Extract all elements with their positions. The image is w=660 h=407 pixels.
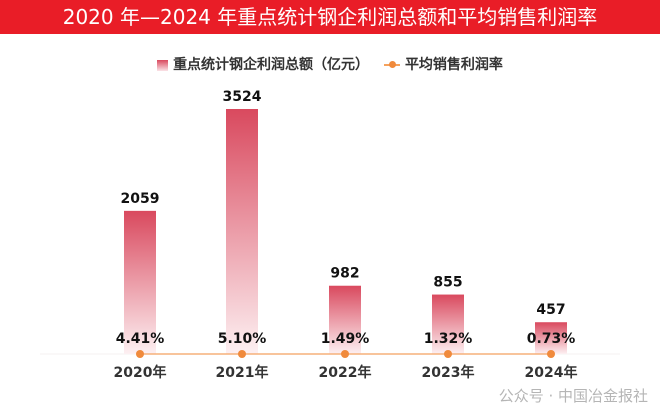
- bar-value-label: 3524: [223, 89, 262, 105]
- x-tick-label: 2023年: [422, 364, 475, 381]
- bar-value-label: 982: [330, 266, 359, 282]
- line-value-label: 1.49%: [321, 331, 370, 347]
- bar: [124, 210, 156, 354]
- legend-bar-swatch: [157, 59, 169, 71]
- bar: [535, 322, 567, 354]
- line-point: [444, 350, 452, 358]
- line-point: [341, 350, 349, 358]
- legend-bar-label: 重点统计钢企利润总额（亿元）: [173, 57, 370, 73]
- legend: 重点统计钢企利润总额（亿元） 平均销售利润率: [0, 54, 660, 74]
- watermark: 公众号 · 中国冶金报社: [498, 387, 648, 405]
- bar: [226, 109, 258, 354]
- bar-value-label: 855: [433, 275, 462, 291]
- legend-line-label: 平均销售利润率: [404, 57, 503, 73]
- line-value-label: 1.32%: [424, 331, 473, 347]
- line-point: [136, 350, 144, 358]
- x-tick-label: 2022年: [319, 364, 372, 381]
- bar: [329, 285, 361, 354]
- bar-value-label: 2059: [121, 191, 160, 207]
- line-point: [547, 350, 555, 358]
- line-value-label: 0.73%: [527, 331, 576, 347]
- legend-line-marker: [383, 61, 400, 68]
- line-point: [238, 350, 246, 358]
- bar: [432, 294, 464, 354]
- bar-value-label: 457: [536, 302, 565, 318]
- x-tick-label: 2024年: [525, 364, 578, 381]
- line-value-label: 5.10%: [218, 331, 267, 347]
- x-tick-label: 2020年: [114, 364, 167, 381]
- chart-title: 2020 年—2024 年重点统计钢企利润总额和平均销售利润率: [0, 0, 660, 34]
- x-tick-label: 2021年: [216, 364, 269, 381]
- line-value-label: 4.41%: [116, 331, 165, 347]
